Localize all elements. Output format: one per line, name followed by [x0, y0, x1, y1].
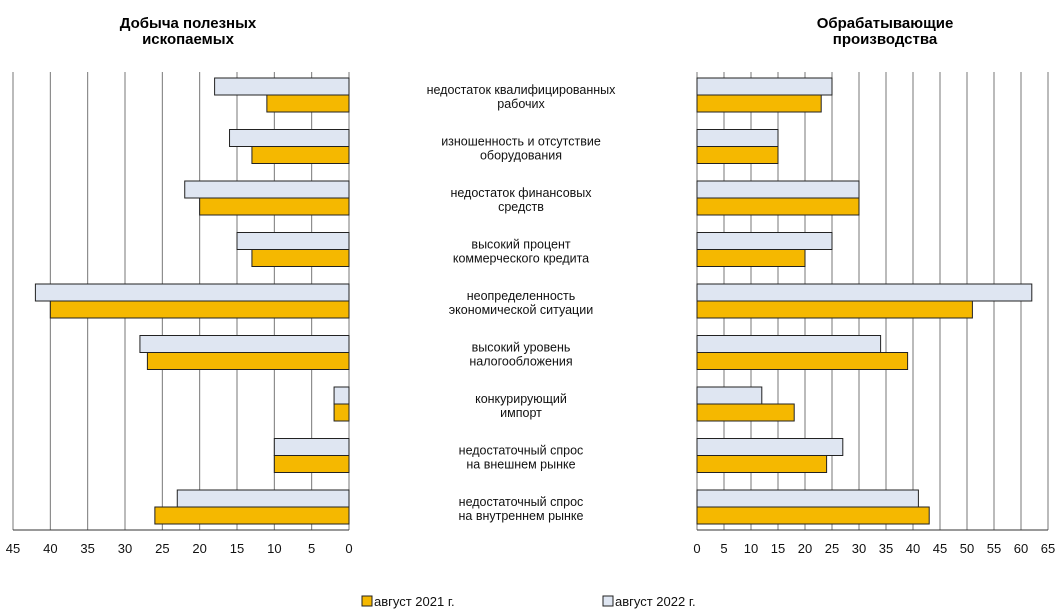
tick-label: 25 — [155, 541, 169, 556]
category-label: недостаточный спрос — [459, 444, 584, 458]
category-label: высокий уровень — [472, 341, 571, 355]
bar-2021 — [696, 197, 860, 216]
panel-title-mining: ископаемых — [142, 31, 234, 48]
category-label: высокий процент — [471, 238, 570, 252]
tick-label: 60 — [1014, 541, 1028, 556]
tick-label: 5 — [308, 541, 315, 556]
category-label: оборудования — [480, 149, 562, 163]
bar-2021 — [251, 146, 350, 164]
legend-label: август 2022 г. — [615, 594, 696, 609]
bar-2022 — [696, 283, 1033, 302]
bar-2021 — [696, 146, 779, 164]
bar-2021 — [273, 455, 350, 473]
bar-2022 — [696, 386, 763, 405]
tick-label: 40 — [906, 541, 920, 556]
category-label: неопределенность — [467, 289, 576, 303]
bar-2021 — [696, 300, 973, 319]
bar-2021 — [696, 455, 828, 473]
bar-2021 — [696, 94, 822, 113]
bar-2022 — [214, 77, 350, 96]
tick-label: 30 — [118, 541, 132, 556]
panel-title-manufacturing: Обрабатывающие — [817, 15, 954, 32]
bar-2022 — [176, 489, 350, 508]
tick-label: 40 — [43, 541, 57, 556]
tick-label: 45 — [6, 541, 20, 556]
tick-label: 10 — [267, 541, 281, 556]
category-label: средств — [498, 200, 544, 214]
tick-label: 25 — [825, 541, 839, 556]
tick-label: 15 — [230, 541, 244, 556]
panel-title-manufacturing: производства — [833, 31, 938, 48]
category-label: рабочих — [497, 97, 545, 111]
category-label: недостаточный спрос — [459, 495, 584, 509]
bar-2022 — [229, 129, 350, 147]
tick-label: 10 — [744, 541, 758, 556]
category-label: недостаток квалифицированных — [427, 83, 617, 97]
bar-2021 — [696, 249, 806, 267]
bar-2022 — [696, 129, 779, 147]
bar-2021 — [146, 352, 350, 370]
legend-swatch — [602, 595, 614, 607]
panel-title-mining: Добыча полезных — [120, 15, 257, 32]
tick-label: 35 — [879, 541, 893, 556]
legend-swatch — [361, 595, 373, 607]
bar-2021 — [199, 197, 350, 216]
bar-2022 — [696, 180, 860, 199]
category-label: коммерческого кредита — [453, 252, 589, 266]
bar-2022 — [696, 232, 833, 250]
tick-label: 50 — [960, 541, 974, 556]
category-label: импорт — [500, 406, 542, 420]
bar-2022 — [696, 77, 833, 96]
category-label: конкурирующий — [475, 392, 567, 406]
bar-2021 — [696, 403, 795, 422]
category-label: налогообложения — [469, 355, 572, 369]
bar-2021 — [266, 94, 350, 113]
bar-2021 — [49, 300, 350, 319]
bar-2022 — [696, 438, 844, 456]
tick-label: 30 — [852, 541, 866, 556]
tick-label: 20 — [798, 541, 812, 556]
legend: август 2021 г. август 2022 г. — [361, 594, 696, 609]
tick-label: 5 — [720, 541, 727, 556]
tick-label: 65 — [1041, 541, 1055, 556]
category-label: изношенность и отсутствие — [441, 135, 601, 149]
bar-2022 — [184, 180, 350, 199]
bar-2022 — [273, 438, 350, 456]
legend-label: август 2021 г. — [374, 594, 455, 609]
tick-label: 20 — [192, 541, 206, 556]
bar-2021 — [696, 506, 930, 525]
bar-2022 — [236, 232, 350, 250]
bar-2022 — [139, 335, 350, 353]
bar-2021 — [154, 506, 350, 525]
category-label: экономической ситуации — [449, 303, 593, 317]
tick-label: 0 — [345, 541, 352, 556]
category-label: на внешнем рынке — [466, 458, 575, 472]
category-label: на внутреннем рынке — [459, 509, 584, 523]
tick-label: 0 — [693, 541, 700, 556]
bar-2022 — [696, 335, 882, 353]
bar-2022 — [696, 489, 919, 508]
bar-2022 — [333, 386, 350, 405]
bar-2022 — [34, 283, 350, 302]
tick-label: 15 — [771, 541, 785, 556]
tick-label: 35 — [80, 541, 94, 556]
category-label: недостаток финансовых — [450, 186, 592, 200]
tick-label: 45 — [933, 541, 947, 556]
bar-2021 — [333, 403, 350, 422]
bar-2021 — [251, 249, 350, 267]
tick-label: 55 — [987, 541, 1001, 556]
bar-2021 — [696, 352, 909, 370]
